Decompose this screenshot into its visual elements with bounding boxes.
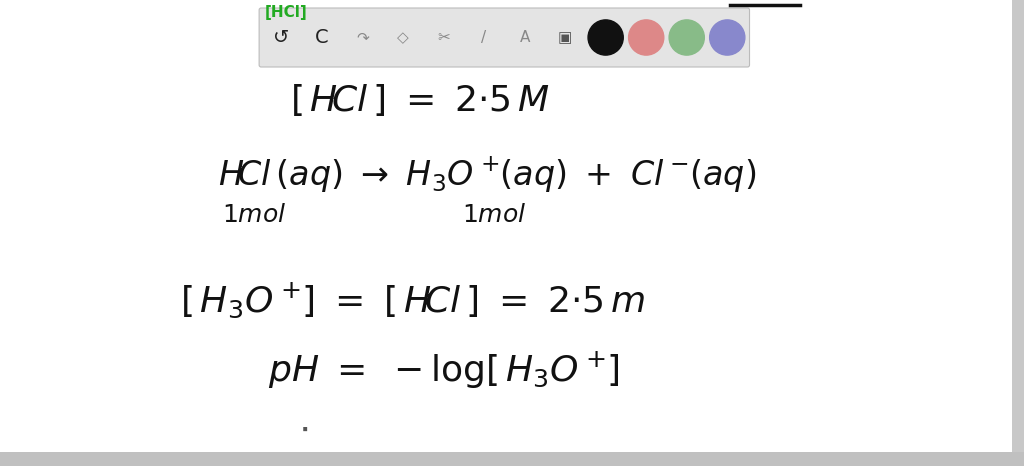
Text: $H\!Cl\,(aq)\ \rightarrow\ H_3O^+\!(aq)\ +\ Cl^-\!(aq)$: $H\!Cl\,(aq)\ \rightarrow\ H_3O^+\!(aq)\…	[218, 155, 757, 195]
Text: $[\,H\!Cl\,]\ =\ 2{\cdot}5\,M$: $[\,H\!Cl\,]\ =\ 2{\cdot}5\,M$	[290, 82, 550, 118]
Text: $1mol$: $1mol$	[222, 203, 287, 227]
Text: $[\,H_3O^+\!]\ =\ [\,H\!Cl\,]\ =\ 2{\cdot}5\,m$: $[\,H_3O^+\!]\ =\ [\,H\!Cl\,]\ =\ 2{\cdo…	[180, 280, 645, 320]
Circle shape	[629, 20, 664, 55]
Text: C: C	[315, 28, 329, 47]
Text: /: /	[481, 30, 486, 45]
Text: ✂: ✂	[437, 30, 450, 45]
Text: ▣: ▣	[558, 30, 572, 45]
Text: ↺: ↺	[273, 28, 290, 47]
Circle shape	[669, 20, 705, 55]
Text: [HCl]: [HCl]	[265, 5, 308, 20]
Text: A: A	[519, 30, 529, 45]
Text: $1mol$: $1mol$	[462, 203, 526, 227]
Text: $\boldsymbol{\cdot}$: $\boldsymbol{\cdot}$	[300, 420, 308, 440]
Circle shape	[710, 20, 744, 55]
FancyBboxPatch shape	[1012, 0, 1024, 466]
Text: $pH\ =\ -\log[\,H_3O^+\!]$: $pH\ =\ -\log[\,H_3O^+\!]$	[268, 349, 620, 391]
FancyBboxPatch shape	[259, 8, 750, 67]
Text: ↷: ↷	[356, 30, 369, 45]
FancyBboxPatch shape	[0, 452, 1024, 466]
Text: ◇: ◇	[397, 30, 409, 45]
Circle shape	[588, 20, 624, 55]
